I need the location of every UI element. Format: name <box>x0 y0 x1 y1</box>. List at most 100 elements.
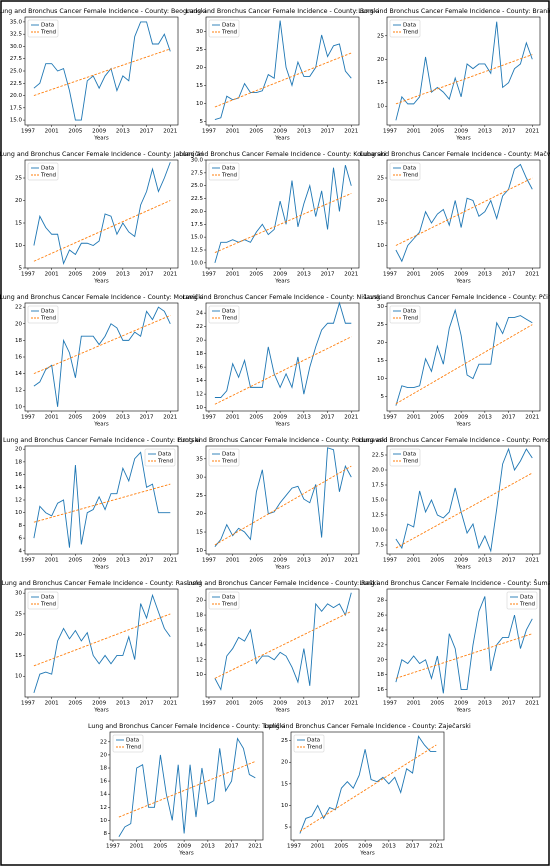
x-tick-label: 1997 <box>383 272 397 278</box>
y-tick-label: 20 <box>196 65 203 71</box>
y-tick-label: 25 <box>377 33 384 39</box>
y-tick-label: 18 <box>196 351 203 357</box>
legend-label: Trend <box>125 745 141 751</box>
x-tick-label: 2001 <box>45 415 59 421</box>
x-tick-label: 2005 <box>68 701 82 707</box>
data-line <box>214 165 352 263</box>
x-tick-label: 2013 <box>116 701 130 707</box>
x-tick-label: 1997 <box>383 129 397 135</box>
legend-box <box>208 19 240 38</box>
legend-label: Trend <box>221 173 237 179</box>
x-tick-label: 2009 <box>92 129 106 135</box>
x-tick-label: 2009 <box>92 558 106 564</box>
x-tick-label: 2001 <box>45 558 59 564</box>
y-tick-label: 22 <box>15 305 22 311</box>
chart-panel: Lung and Bronchus Cancer Female Incidenc… <box>359 578 550 714</box>
y-tick-label: 15 <box>196 83 203 89</box>
legend-label: Trend <box>40 173 56 179</box>
trend-line <box>33 48 171 96</box>
x-tick-label: 2001 <box>407 272 421 278</box>
legend-label: Trend <box>157 459 173 465</box>
x-tick-label: 2013 <box>478 129 492 135</box>
legend-label: Data <box>520 595 533 601</box>
y-tick-label: 10 <box>100 818 107 824</box>
y-tick-label: 20 <box>100 752 107 758</box>
x-tick-label: 2013 <box>116 129 130 135</box>
y-tick-label: 15.0 <box>191 235 204 241</box>
y-tick-label: 16 <box>196 365 203 371</box>
data-line <box>33 21 171 121</box>
chart-title: Lung and Bronchus Cancer Female Incidenc… <box>264 722 471 730</box>
y-tick-label: 20.0 <box>10 93 23 99</box>
x-tick-label: 2013 <box>478 272 492 278</box>
x-axis-label: Years <box>274 708 290 714</box>
x-tick-label: 1997 <box>202 415 216 421</box>
chart-panel: Lung and Bronchus Cancer Female Incidenc… <box>3 437 200 571</box>
x-tick-label: 2021 <box>163 701 177 707</box>
x-tick-label: 2009 <box>92 415 106 421</box>
x-tick-label: 2001 <box>311 844 325 850</box>
x-axis-label: Years <box>455 136 471 142</box>
y-tick-label: 17.5 <box>372 483 385 489</box>
legend-box <box>208 448 240 467</box>
y-tick-label: 12 <box>100 805 107 811</box>
trend-line <box>395 54 533 105</box>
legend-box <box>506 591 538 610</box>
legend-box <box>208 162 240 181</box>
y-tick-label: 30 <box>15 591 22 597</box>
x-tick-label: 2017 <box>502 272 516 278</box>
x-tick-label: 2001 <box>45 272 59 278</box>
y-tick-label: 14 <box>15 485 22 491</box>
legend-label: Trend <box>402 459 418 465</box>
y-tick-label: 25.0 <box>10 69 23 75</box>
chart-panel: Lung and Bronchus Cancer Female Incidenc… <box>0 150 204 285</box>
x-axis-label: Years <box>93 708 109 714</box>
legend-label: Data <box>222 166 235 172</box>
chart-panel: Lung and Bronchus Cancer Female Incidenc… <box>360 150 550 285</box>
y-tick-label: 6 <box>19 536 23 542</box>
legend-box <box>293 734 325 753</box>
x-tick-label: 1997 <box>383 558 397 564</box>
data-line <box>299 735 437 834</box>
y-tick-label: 30.0 <box>10 44 23 50</box>
legend-box <box>389 448 421 467</box>
y-tick-label: 24 <box>196 311 203 317</box>
y-tick-label: 5 <box>19 266 23 272</box>
x-tick-label: 2005 <box>249 558 263 564</box>
y-tick-label: 14 <box>100 792 107 798</box>
x-tick-label: 2001 <box>407 558 421 564</box>
legend-label: Trend <box>519 602 535 608</box>
chart-title: Lung and Bronchus Cancer Female Incidenc… <box>365 293 550 301</box>
y-tick-label: 25 <box>196 47 203 53</box>
y-tick-label: 20 <box>377 340 384 346</box>
y-tick-label: 25 <box>377 322 384 328</box>
chart-title: Lung and Bronchus Cancer Female Incidenc… <box>0 150 204 158</box>
x-tick-label: 1997 <box>287 844 301 850</box>
y-tick-label: 20 <box>15 321 22 327</box>
x-tick-label: 2021 <box>163 558 177 564</box>
y-tick-label: 20 <box>377 57 384 63</box>
x-tick-label: 2021 <box>525 272 539 278</box>
legend-label: Data <box>158 452 171 458</box>
x-tick-label: 1997 <box>383 415 397 421</box>
y-tick-label: 18 <box>196 613 203 619</box>
data-line <box>118 737 256 837</box>
x-tick-label: 2009 <box>273 272 287 278</box>
x-axis-label: Years <box>455 708 471 714</box>
chart-title: Lung and Bronchus Cancer Female Incidenc… <box>0 8 206 15</box>
x-tick-label: 2005 <box>430 129 444 135</box>
x-tick-label: 2013 <box>478 701 492 707</box>
x-tick-label: 2017 <box>502 129 516 135</box>
chart-panel: Lung and Bronchus Cancer Female Incidenc… <box>365 293 550 428</box>
y-tick-label: 10 <box>377 243 384 249</box>
x-tick-label: 2009 <box>273 129 287 135</box>
x-axis-label: Years <box>93 422 109 428</box>
y-tick-label: 25 <box>15 176 22 182</box>
legend-label: Data <box>126 738 139 744</box>
chart-panel: Lung and Bronchus Cancer Female Incidenc… <box>2 580 202 714</box>
legend-label: Trend <box>221 459 237 465</box>
data-line <box>395 21 533 121</box>
y-tick-label: 22 <box>196 324 203 330</box>
plot-frame <box>109 731 264 841</box>
